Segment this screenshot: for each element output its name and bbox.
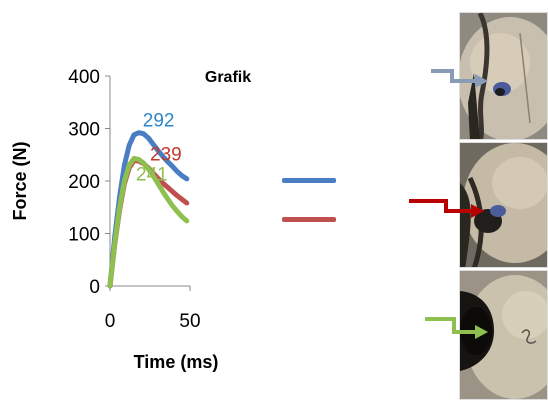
series-line-3 xyxy=(107,155,190,289)
x-axis: 0 50 xyxy=(105,285,201,332)
pointer-arrow-2 xyxy=(409,199,484,218)
y-tick-label: 200 xyxy=(68,172,100,193)
specimen-photo-3 xyxy=(459,270,548,400)
y-axis: 0 100 200 300 400 xyxy=(68,67,111,298)
series-layer xyxy=(107,130,190,289)
peak-label-3: 241 xyxy=(136,164,168,185)
pointer-arrow-3 xyxy=(425,317,488,339)
x-tick-label: 50 xyxy=(179,311,200,332)
peak-label-2: 239 xyxy=(150,145,182,166)
legend-swatch-blue xyxy=(282,178,336,183)
x-axis-title: Time (ms) xyxy=(134,352,219,372)
pointer-arrow-1 xyxy=(431,69,488,88)
series-line-1 xyxy=(107,130,190,289)
y-axis-title: Force (N) xyxy=(10,141,30,220)
y-tick-label: 100 xyxy=(68,225,100,246)
y-tick-label: 400 xyxy=(68,67,100,88)
peak-label-1: 292 xyxy=(143,111,175,132)
chart-title: Grafik xyxy=(205,69,251,86)
y-tick-label: 0 xyxy=(89,277,100,298)
legend-swatch-red xyxy=(282,217,336,222)
y-tick-label: 300 xyxy=(68,120,100,141)
x-tick-label: 0 xyxy=(105,311,116,332)
specimen-photo-2 xyxy=(459,142,548,268)
